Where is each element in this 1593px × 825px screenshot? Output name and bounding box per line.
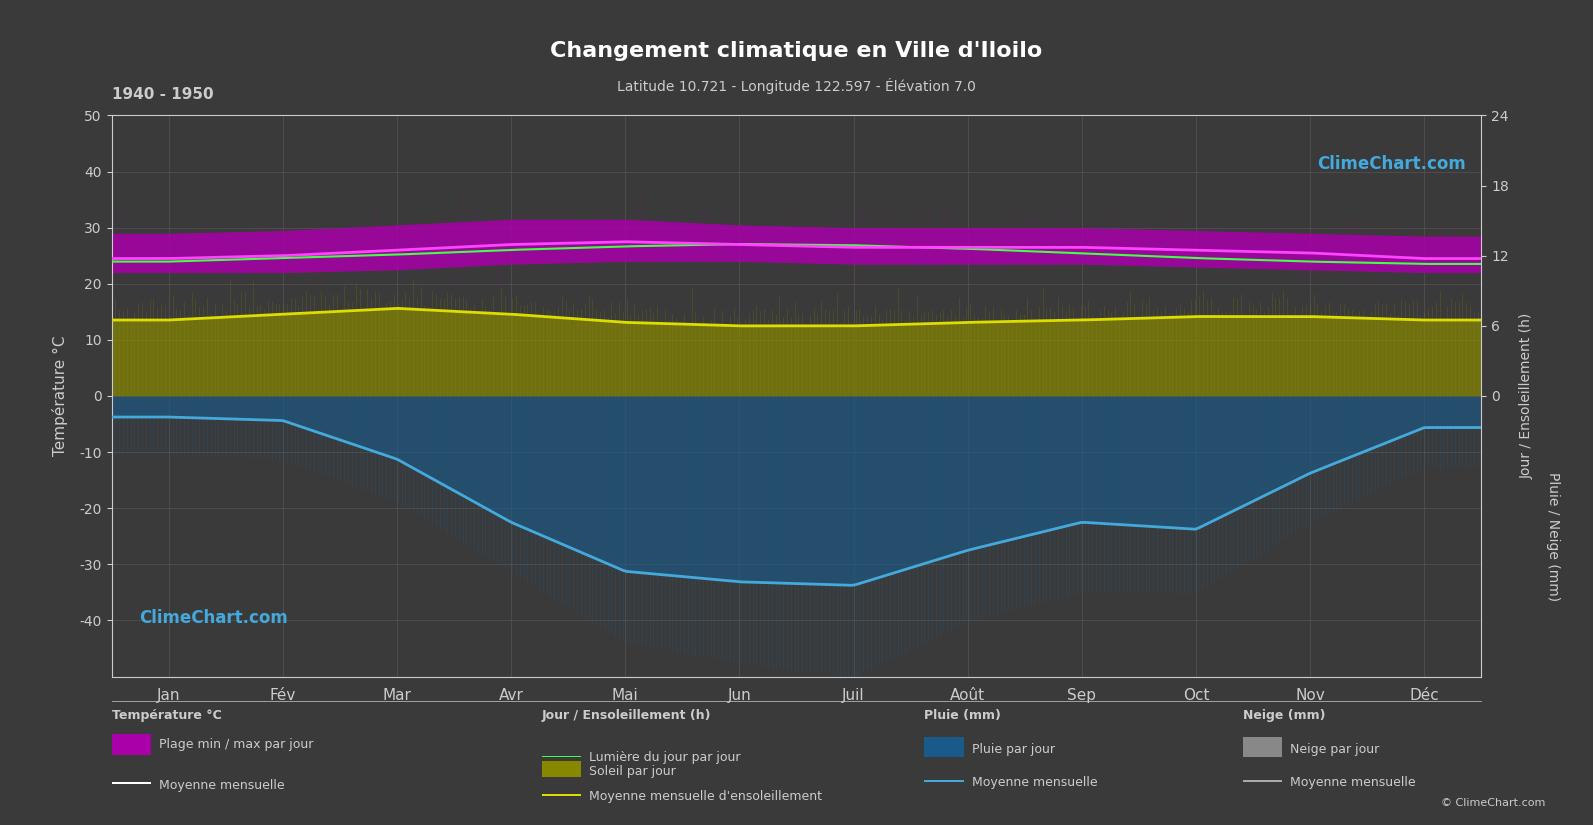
- Text: Soleil par jour: Soleil par jour: [589, 765, 675, 778]
- Text: Pluie par jour: Pluie par jour: [972, 742, 1055, 756]
- Text: 1940 - 1950: 1940 - 1950: [112, 87, 213, 101]
- Text: Changement climatique en Ville d'Iloilo: Changement climatique en Ville d'Iloilo: [550, 41, 1043, 61]
- Text: Lumière du jour par jour: Lumière du jour par jour: [589, 751, 741, 764]
- Y-axis label: Température °C: Température °C: [53, 336, 68, 456]
- Text: Moyenne mensuelle: Moyenne mensuelle: [1290, 776, 1416, 789]
- Text: Moyenne mensuelle d'ensoleillement: Moyenne mensuelle d'ensoleillement: [589, 790, 822, 803]
- Text: Jour / Ensoleillement (h): Jour / Ensoleillement (h): [542, 710, 710, 723]
- Y-axis label: Jour / Ensoleillement (h): Jour / Ensoleillement (h): [1520, 313, 1534, 479]
- Text: Moyenne mensuelle: Moyenne mensuelle: [159, 779, 285, 792]
- Text: Température °C: Température °C: [112, 710, 221, 723]
- Text: Neige (mm): Neige (mm): [1243, 710, 1325, 723]
- Text: Pluie / Neige (mm): Pluie / Neige (mm): [1547, 472, 1560, 601]
- Text: Plage min / max par jour: Plage min / max par jour: [159, 738, 314, 751]
- Text: Moyenne mensuelle: Moyenne mensuelle: [972, 776, 1098, 789]
- Text: Neige par jour: Neige par jour: [1290, 742, 1380, 756]
- Text: Pluie (mm): Pluie (mm): [924, 710, 1000, 723]
- Text: ClimeChart.com: ClimeChart.com: [139, 609, 288, 627]
- Text: Latitude 10.721 - Longitude 122.597 - Élévation 7.0: Latitude 10.721 - Longitude 122.597 - Él…: [616, 78, 977, 94]
- Text: © ClimeChart.com: © ClimeChart.com: [1440, 799, 1545, 808]
- Text: ClimeChart.com: ClimeChart.com: [1317, 155, 1466, 172]
